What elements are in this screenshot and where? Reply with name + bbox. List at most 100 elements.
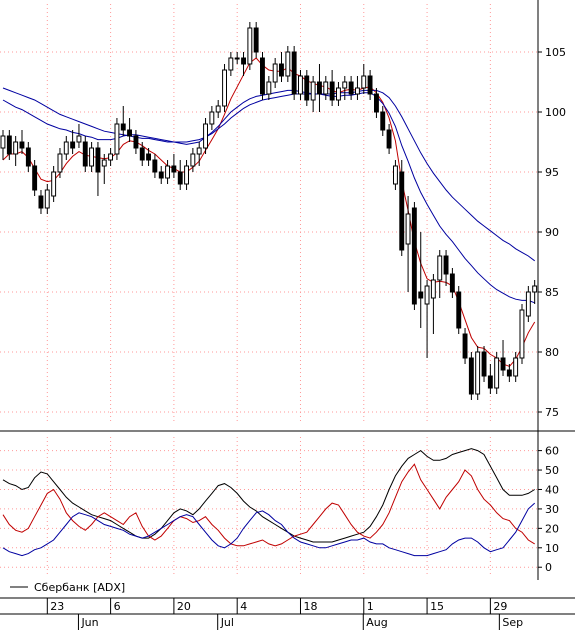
candle-body-34	[215, 105, 221, 113]
x-tick-label-1: 6	[114, 600, 121, 613]
candle-body-54	[342, 81, 348, 89]
candle-22	[139, 142, 145, 166]
candle-62	[393, 160, 398, 190]
price-grid	[0, 4, 538, 424]
candle-56	[355, 76, 360, 100]
candle-body-52	[329, 81, 335, 101]
adx-tick-label-0: 0	[545, 561, 552, 574]
candle-60	[380, 106, 386, 136]
candle-42	[266, 76, 272, 100]
candle-48	[304, 70, 310, 106]
candle-body-0	[0, 135, 6, 149]
candle-body-20	[127, 129, 132, 137]
candle-body-30	[190, 153, 196, 167]
candle-body-12	[76, 135, 82, 143]
candle-body-42	[266, 81, 272, 95]
candle-4	[25, 142, 31, 172]
candle-74	[468, 352, 474, 400]
candle-82	[519, 304, 525, 364]
adx-series-line-0	[2, 448, 535, 543]
adx-tick-label-6: 60	[545, 445, 559, 458]
adx-tick-label-3: 30	[545, 503, 559, 516]
candle-body-50	[317, 81, 322, 95]
candle-body-33	[209, 111, 215, 125]
candle-body-27	[171, 165, 177, 173]
x-tick-label-0: 23	[50, 600, 64, 613]
x-tick-label-6: 15	[430, 600, 444, 613]
candle-27	[171, 154, 177, 178]
x-tick-label-2: 20	[177, 600, 191, 613]
candle-36	[228, 52, 234, 76]
candle-39	[247, 22, 253, 70]
candle-59	[374, 88, 379, 118]
moving-average-line-1	[2, 89, 535, 304]
candle-body-81	[513, 357, 519, 377]
candle-78	[494, 352, 500, 394]
candle-51	[323, 76, 329, 100]
candle-0	[0, 130, 6, 160]
candle-body-61	[386, 129, 392, 149]
adx-tick-label-1: 10	[545, 542, 559, 555]
candle-body-46	[291, 51, 297, 95]
candle-43	[272, 58, 278, 88]
candle-6	[38, 190, 44, 214]
candle-23	[146, 148, 152, 166]
candle-14	[89, 142, 94, 172]
candle-body-47	[298, 75, 303, 95]
candle-body-75	[475, 351, 481, 395]
adx-grid	[0, 437, 538, 575]
candle-7	[44, 184, 50, 214]
candle-44	[279, 52, 284, 82]
candle-18	[114, 118, 120, 160]
candle-body-36	[228, 57, 234, 71]
candle-body-53	[336, 87, 341, 101]
candle-80	[506, 364, 512, 382]
candle-body-24	[152, 159, 158, 173]
candle-body-11	[70, 141, 76, 149]
candle-body-40	[253, 27, 259, 53]
candle-body-14	[89, 147, 94, 167]
candle-body-22	[139, 147, 145, 161]
candle-79	[500, 340, 506, 376]
adx-tick-label-4: 40	[545, 483, 559, 496]
candle-37	[234, 52, 240, 64]
candle-84	[532, 280, 538, 304]
candle-13	[82, 136, 88, 172]
candle-16	[101, 154, 107, 184]
month-label-3: Sep	[502, 616, 523, 629]
candle-body-45	[285, 51, 291, 77]
candle-body-3	[19, 141, 25, 149]
candle-body-1	[6, 135, 12, 155]
candle-body-32	[203, 123, 209, 149]
candle-9	[57, 148, 63, 178]
candle-body-8	[51, 171, 57, 197]
candle-41	[260, 52, 265, 100]
legend-label: Сбербанк [ADX]	[34, 581, 125, 594]
candle-body-60	[380, 111, 386, 131]
adx-series-line-2	[2, 502, 536, 557]
candle-38	[241, 52, 247, 76]
candle-body-59	[374, 93, 379, 113]
candle-body-82	[519, 309, 525, 359]
candle-body-31	[196, 147, 202, 155]
candle-12	[76, 124, 82, 148]
price-moving-averages	[2, 57, 536, 367]
candle-body-80	[506, 369, 512, 377]
candle-body-68	[430, 279, 436, 299]
candle-body-72	[456, 291, 462, 329]
candle-20	[127, 118, 132, 142]
candle-55	[348, 76, 354, 100]
candle-body-37	[234, 57, 240, 60]
candle-57	[361, 64, 367, 94]
candle-body-51	[323, 81, 329, 95]
price-tick-label-1: 80	[545, 346, 559, 359]
candle-body-76	[481, 351, 487, 377]
candle-body-41	[260, 57, 265, 95]
candle-52	[329, 70, 335, 106]
candle-body-69	[437, 255, 443, 281]
candle-1	[6, 130, 12, 160]
candle-61	[386, 124, 392, 154]
candle-body-16	[101, 159, 107, 167]
candle-body-13	[82, 141, 88, 167]
candle-21	[133, 130, 139, 154]
